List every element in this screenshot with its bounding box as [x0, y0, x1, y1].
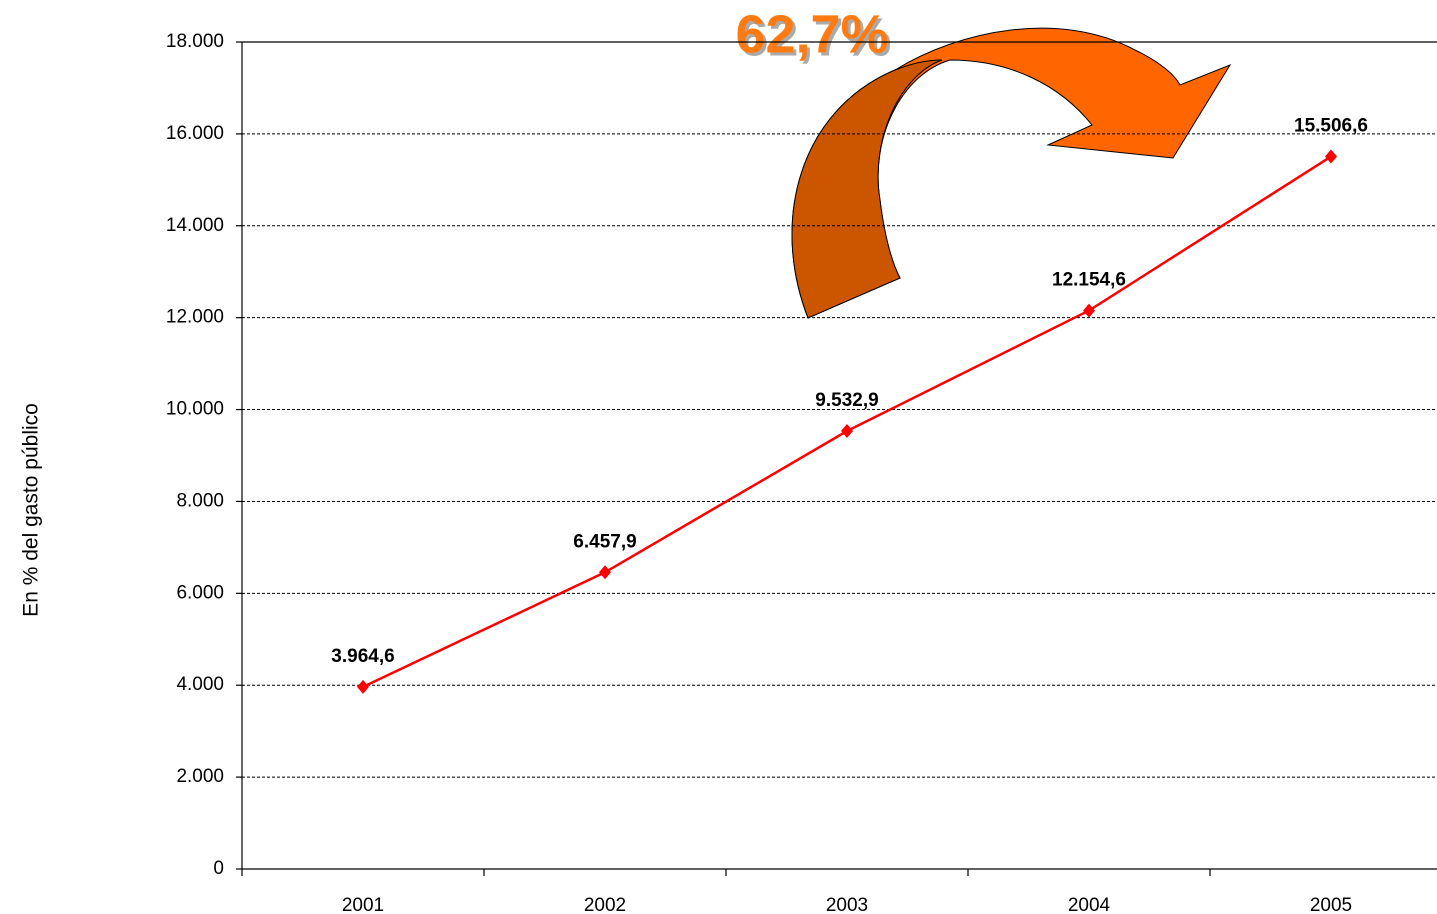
data-label: 3.964,6	[331, 646, 394, 667]
y-tick-label: 14.000	[166, 215, 224, 236]
y-tick-label: 18.000	[166, 31, 224, 52]
y-tick-label: 16.000	[166, 123, 224, 144]
x-tick-label: 2005	[1310, 895, 1352, 914]
data-label: 12.154,6	[1052, 270, 1126, 291]
data-label: 15.506,6	[1294, 116, 1368, 137]
arrow-icon	[791, 27, 1232, 319]
x-tick-label: 2004	[1068, 895, 1111, 914]
data-label: 6.457,9	[573, 531, 636, 552]
annotation: 62,7%	[735, 4, 888, 64]
y-tick-label: 8.000	[176, 490, 224, 511]
marker	[599, 565, 611, 580]
x-tick-label: 2002	[584, 895, 626, 914]
marker	[1083, 303, 1095, 318]
y-tick-label: 6.000	[176, 582, 224, 603]
annotation-shadow: 62,7%	[738, 7, 891, 67]
x-tick-label: 2003	[826, 895, 868, 914]
x-tick-label: 2001	[342, 895, 384, 914]
data-label: 9.532,9	[815, 390, 878, 411]
y-tick-label: 2.000	[176, 766, 224, 787]
y-axis-label: En % del gasto público	[20, 403, 43, 617]
marker	[357, 679, 369, 694]
y-tick-label: 0	[213, 858, 224, 879]
marker	[841, 424, 853, 439]
marker	[1325, 149, 1337, 164]
y-tick-label: 10.000	[166, 399, 224, 420]
y-tick-label: 12.000	[166, 307, 224, 328]
y-tick-label: 4.000	[176, 674, 224, 695]
